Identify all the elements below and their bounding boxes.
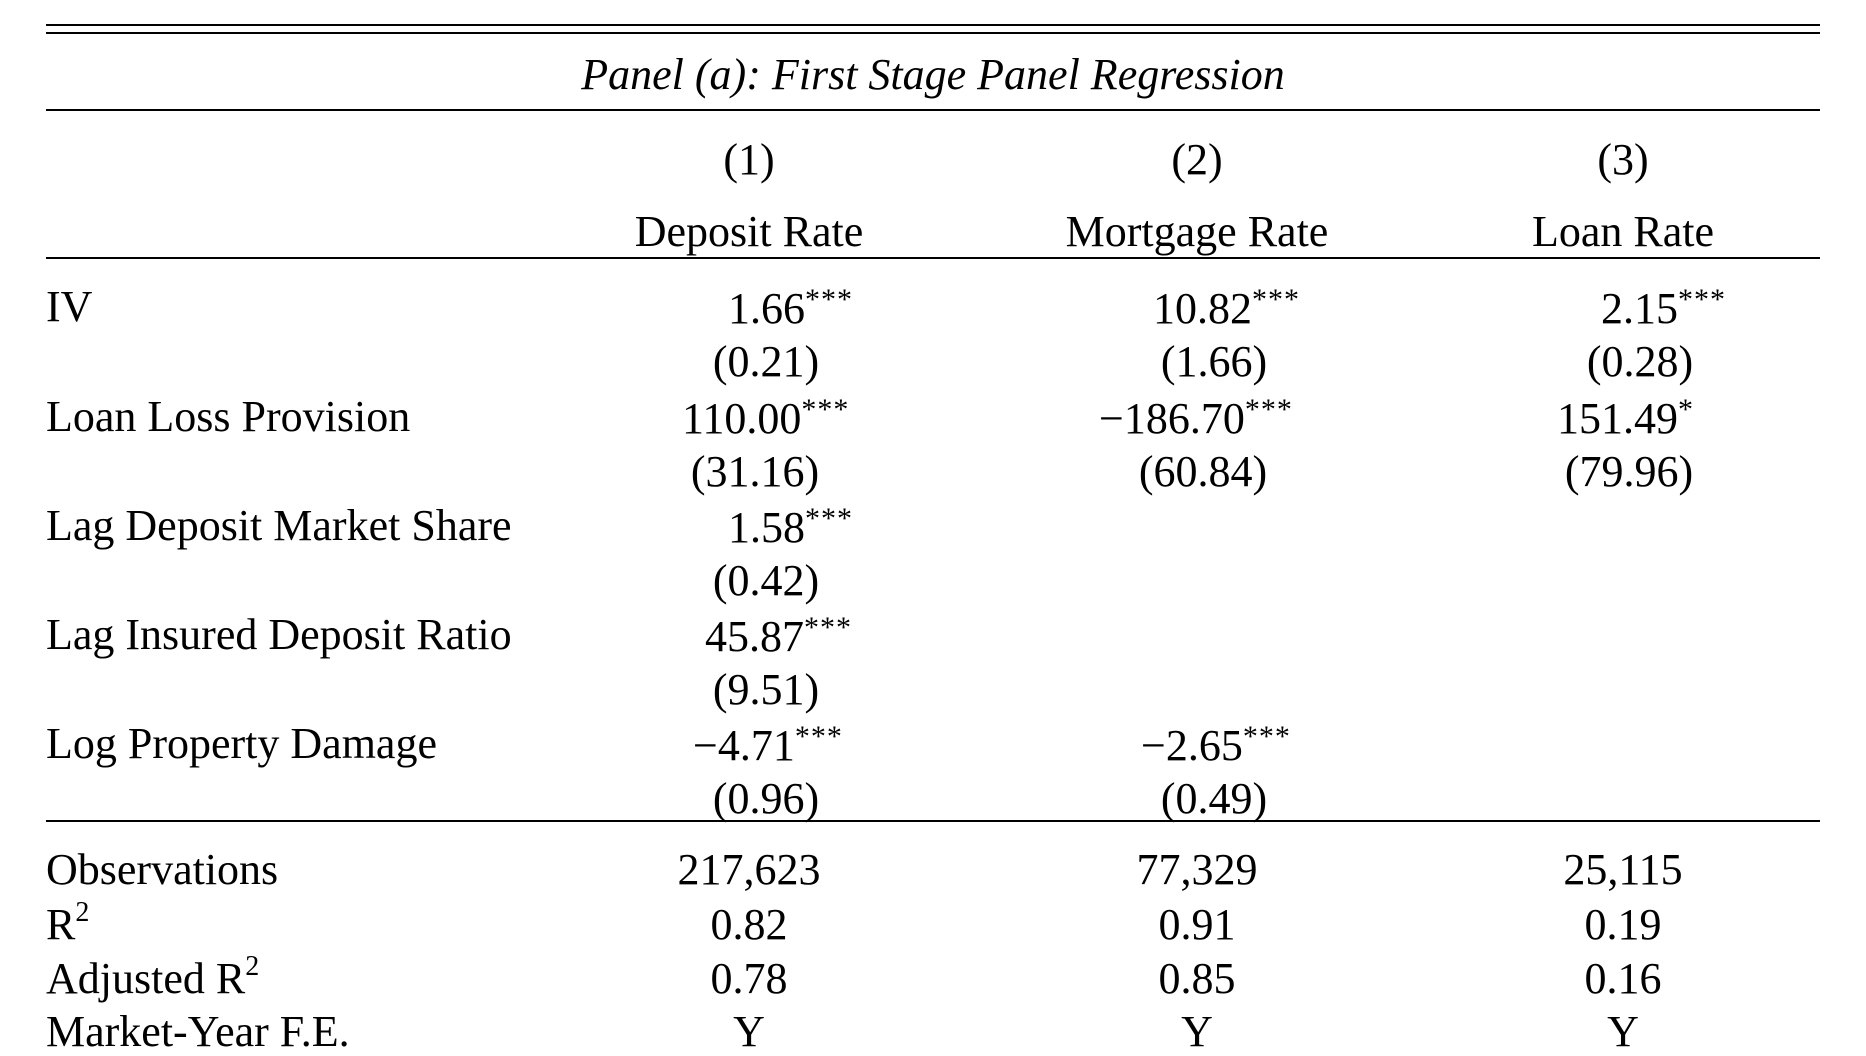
- column-1-number: (1): [723, 135, 775, 184]
- stat-label-adjusted-r-squared: Adjusted R2: [46, 951, 260, 1003]
- row-label-lag-insured-deposit-ratio: Lag Insured Deposit Ratio: [46, 610, 512, 659]
- se-iv-col3: (0.28): [1586, 337, 1694, 386]
- stat-r-squared-col2: 0.91: [1158, 900, 1236, 949]
- se-llp-col1: (31.16): [690, 447, 820, 496]
- stat-adjusted-r-squared-col2: 0.85: [1158, 954, 1236, 1003]
- stat-label-r-squared: R2: [46, 897, 90, 949]
- row-label-loan-loss-provision: Loan Loss Provision: [46, 392, 411, 441]
- stat-market-year-fe-col1: Y: [733, 1007, 765, 1056]
- stat-observations-col3: 25,115: [1563, 845, 1683, 894]
- stat-label-market-year-fe: Market-Year F.E.: [46, 1007, 350, 1056]
- stat-r-squared-col3: 0.19: [1584, 900, 1662, 949]
- column-3-label: Loan Rate: [1531, 207, 1715, 256]
- top-double-rule-1: [46, 24, 1820, 26]
- coef-llp-col2: −186.70***: [1099, 393, 1293, 443]
- coef-iv-col3: 2.15***: [1601, 283, 1726, 333]
- coef-lidr-col1: 45.87***: [705, 611, 852, 661]
- coef-lpd-col1: −4.71***: [693, 720, 843, 770]
- stat-observations-col1: 217,623: [677, 845, 821, 894]
- column-2-label: Mortgage Rate: [1065, 207, 1329, 256]
- coef-lpd-col2: −2.65***: [1141, 720, 1291, 770]
- top-double-rule-2: [46, 32, 1820, 34]
- column-1-label: Deposit Rate: [634, 207, 864, 256]
- row-label-lag-deposit-market-share: Lag Deposit Market Share: [46, 501, 512, 550]
- se-iv-col2: (1.66): [1160, 337, 1268, 386]
- se-iv-col1: (0.21): [712, 337, 820, 386]
- stat-market-year-fe-col3: Y: [1607, 1007, 1639, 1056]
- stat-label-observations: Observations: [46, 845, 279, 894]
- stat-adjusted-r-squared-col3: 0.16: [1584, 954, 1662, 1003]
- coef-iv-col2: 10.82***: [1153, 283, 1300, 333]
- se-lidr-col1: (9.51): [712, 665, 820, 714]
- column-2-number: (2): [1171, 135, 1223, 184]
- stat-adjusted-r-squared-col1: 0.78: [710, 954, 788, 1003]
- se-llp-col3: (79.96): [1564, 447, 1694, 496]
- coef-ldms-col1: 1.58***: [728, 502, 853, 552]
- stat-market-year-fe-col2: Y: [1181, 1007, 1213, 1056]
- coef-iv-col1: 1.66***: [728, 283, 853, 333]
- coef-llp-col3: 151.49*: [1557, 393, 1694, 443]
- coef-llp-col1: 110.00***: [682, 393, 850, 443]
- title-rule: [46, 109, 1820, 111]
- se-ldms-col1: (0.42): [712, 556, 820, 605]
- row-label-log-property-damage: Log Property Damage: [46, 719, 437, 768]
- stat-observations-col2: 77,329: [1136, 845, 1258, 894]
- header-rule: [46, 257, 1820, 259]
- stat-r-squared-col1: 0.82: [710, 900, 788, 949]
- panel-title: Panel (a): First Stage Panel Regression: [581, 50, 1285, 99]
- se-lpd-col2: (0.49): [1160, 774, 1268, 823]
- column-3-number: (3): [1597, 135, 1649, 184]
- row-label-iv: IV: [46, 282, 93, 331]
- se-lpd-col1: (0.96): [712, 774, 820, 823]
- stats-rule: [46, 820, 1820, 822]
- se-llp-col2: (60.84): [1138, 447, 1268, 496]
